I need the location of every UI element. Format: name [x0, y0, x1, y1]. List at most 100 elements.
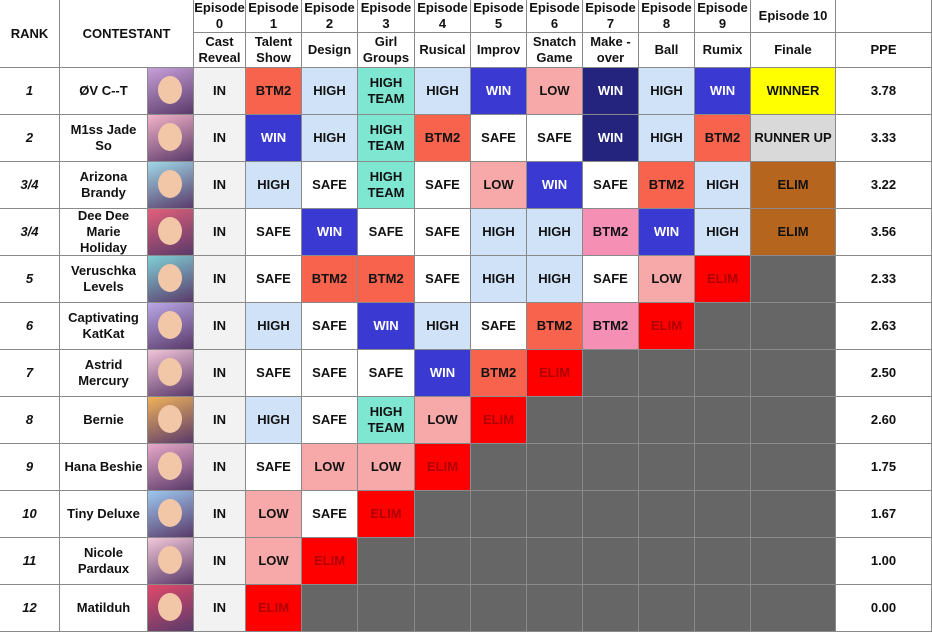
empty-cell [695, 585, 751, 632]
result-cell: WIN [358, 303, 415, 350]
theme-header: Design [302, 33, 358, 68]
contestant-photo [148, 397, 194, 444]
rank: 5 [0, 256, 60, 303]
rank-header: RANK [0, 0, 60, 68]
rank: 6 [0, 303, 60, 350]
result-cell: BTM2 [358, 256, 415, 303]
result-cell: WIN [695, 68, 751, 115]
result-cell: SAFE [246, 350, 302, 397]
theme-header: Rusical [415, 33, 471, 68]
result-cell: BTM2 [583, 209, 639, 256]
empty-cell [415, 491, 471, 538]
result-cell: ELIM [358, 491, 415, 538]
result-cell: BTM2 [415, 115, 471, 162]
episode-header: Episode 5 [471, 0, 527, 33]
result-cell: SAFE [415, 162, 471, 209]
result-cell: BTM2 [527, 303, 583, 350]
result-cell: IN [194, 538, 246, 585]
result-cell: HIGH [246, 397, 302, 444]
episode-header: Episode 9 [695, 0, 751, 33]
result-cell: HIGH [527, 209, 583, 256]
result-cell: IN [194, 209, 246, 256]
empty-cell [527, 444, 583, 491]
theme-header: Snatch Game [527, 33, 583, 68]
result-cell: ELIM [695, 256, 751, 303]
result-cell: LOW [527, 68, 583, 115]
result-cell: SAFE [415, 256, 471, 303]
result-cell: HIGH [302, 115, 358, 162]
result-cell: IN [194, 491, 246, 538]
theme-header: Girl Groups [358, 33, 415, 68]
result-cell: ELIM [527, 350, 583, 397]
rank: 1 [0, 68, 60, 115]
ppe-value: 1.67 [836, 491, 932, 538]
ppe-value: 1.75 [836, 444, 932, 491]
contestant-name: Nicole Pardaux [60, 538, 148, 585]
contestant-photo [148, 350, 194, 397]
result-cell: SAFE [302, 162, 358, 209]
empty-cell [639, 491, 695, 538]
rank: 7 [0, 350, 60, 397]
result-cell: WIN [639, 209, 695, 256]
ppe-value: 1.00 [836, 538, 932, 585]
empty-cell [751, 444, 836, 491]
empty-cell [695, 350, 751, 397]
empty-cell [471, 444, 527, 491]
result-cell: LOW [639, 256, 695, 303]
result-cell: SAFE [246, 209, 302, 256]
rank: 9 [0, 444, 60, 491]
empty-cell [639, 444, 695, 491]
rank: 2 [0, 115, 60, 162]
result-cell: SAFE [471, 115, 527, 162]
contestant-name: M1ss Jade So [60, 115, 148, 162]
episode-header: Episode 10 [751, 0, 836, 33]
result-cell: SAFE [246, 256, 302, 303]
result-cell: HIGH [246, 303, 302, 350]
result-cell: WIN [246, 115, 302, 162]
empty-cell [751, 585, 836, 632]
result-cell: HIGH [246, 162, 302, 209]
result-cell: HIGH [695, 162, 751, 209]
result-cell: HIGH [415, 303, 471, 350]
result-cell: SAFE [583, 162, 639, 209]
result-cell: SAFE [246, 444, 302, 491]
contestant-photo [148, 303, 194, 350]
result-cell: LOW [246, 491, 302, 538]
empty-cell [751, 491, 836, 538]
contestant-photo [148, 491, 194, 538]
result-cell: SAFE [302, 491, 358, 538]
result-cell: SAFE [302, 397, 358, 444]
empty-cell [639, 538, 695, 585]
empty-cell [358, 585, 415, 632]
empty-cell [415, 538, 471, 585]
theme-header: Make - over [583, 33, 639, 68]
result-cell: RUNNER UP [751, 115, 836, 162]
empty-cell [471, 585, 527, 632]
result-cell: BTM2 [302, 256, 358, 303]
contestant-name: Bernie [60, 397, 148, 444]
result-cell: SAFE [527, 115, 583, 162]
ppe-header: PPE [836, 33, 932, 68]
empty-cell [527, 538, 583, 585]
empty-cell [639, 350, 695, 397]
theme-header: Talent Show [246, 33, 302, 68]
result-cell: IN [194, 162, 246, 209]
empty-cell [751, 256, 836, 303]
episode-header: Episode 3 [358, 0, 415, 33]
contestant-name: Arizona Brandy [60, 162, 148, 209]
result-cell: IN [194, 256, 246, 303]
empty-cell [358, 538, 415, 585]
result-cell: IN [194, 585, 246, 632]
result-cell: IN [194, 444, 246, 491]
empty-cell [471, 491, 527, 538]
empty-cell [527, 491, 583, 538]
contestant-name: Matilduh [60, 585, 148, 632]
result-cell: SAFE [415, 209, 471, 256]
empty-cell [639, 397, 695, 444]
result-cell: HIGH [639, 115, 695, 162]
result-cell: ELIM [246, 585, 302, 632]
ppe-value: 2.50 [836, 350, 932, 397]
result-cell: LOW [471, 162, 527, 209]
contestant-photo [148, 585, 194, 632]
